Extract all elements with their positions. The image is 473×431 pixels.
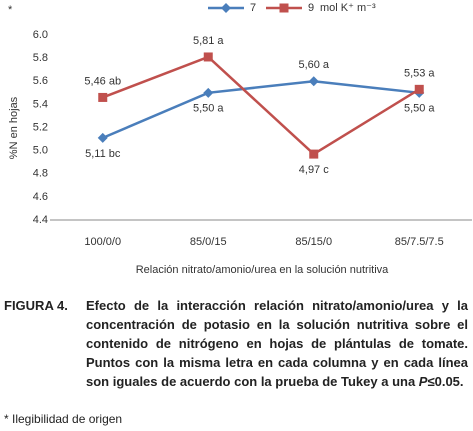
marker: [203, 52, 213, 62]
y-tick-label: 5.6: [33, 75, 48, 87]
data-label: 5,11 bc: [85, 148, 121, 160]
marker: [98, 92, 108, 102]
data-label: 5,60 a: [298, 59, 329, 71]
caption-text: Efecto de la interacción relación nitrat…: [86, 296, 468, 391]
series-line: [102, 79, 420, 140]
y-tick-label: 5.0: [33, 145, 48, 157]
marker: [97, 132, 108, 143]
y-tick-label: 4.8: [33, 168, 48, 180]
caption-label: FIGURA 4.: [4, 298, 68, 313]
y-tick-label: 4.4: [33, 214, 48, 226]
note-mark: *: [8, 4, 13, 16]
x-tick-label: 100/0/0: [84, 236, 121, 248]
x-tick-label: 85/0/15: [190, 236, 227, 248]
data-label: 5,46 ab: [84, 75, 121, 87]
legend-label: 7: [250, 2, 256, 14]
marker: [308, 76, 319, 87]
marker: [309, 149, 319, 159]
x-axis-label: Relación nitrato/amonio/urea en la soluc…: [136, 264, 389, 276]
marker: [279, 3, 289, 13]
data-label: 5,50 a: [404, 103, 435, 115]
series-line: [102, 55, 420, 156]
legend-label: 9: [308, 2, 314, 14]
marker: [414, 84, 424, 94]
legend-title: mol K⁺ m⁻³: [320, 2, 376, 14]
y-tick-label: 5.4: [33, 98, 48, 110]
footnote: * Ilegibilidad de origen: [4, 412, 123, 426]
marker: [221, 3, 231, 13]
data-label: 5,53 a: [404, 67, 435, 79]
chart: * %N en hojas Relación nitrato/amonio/ur…: [8, 2, 472, 276]
caption-italic: P: [418, 374, 428, 389]
marker: [203, 87, 214, 98]
data-label: 5,81 a: [193, 35, 224, 47]
data-label: 4,97 c: [299, 164, 329, 176]
caption-end: ≤0.05.: [427, 374, 464, 389]
y-tick-label: 6.0: [33, 29, 48, 41]
x-tick-label: 85/15/0: [295, 236, 332, 248]
caption: FIGURA 4. Efecto de la interacción relac…: [4, 296, 468, 391]
data-label: 5,50 a: [193, 103, 224, 115]
y-tick-label: 4.6: [33, 191, 48, 203]
y-tick-label: 5.2: [33, 121, 48, 133]
caption-body: Efecto de la interacción relación nitrat…: [86, 298, 468, 389]
y-tick-label: 5.8: [33, 52, 48, 64]
x-tick-label: 85/7.5/7.5: [395, 236, 444, 248]
y-axis-label: %N en hojas: [8, 96, 20, 159]
